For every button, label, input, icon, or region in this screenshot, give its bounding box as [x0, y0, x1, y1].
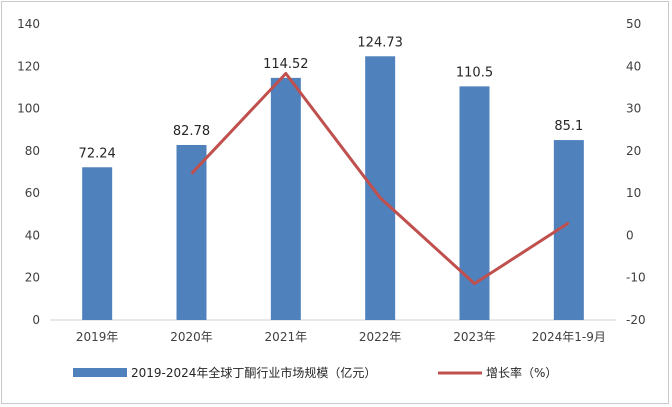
x-tick-label: 2024年1-9月 [532, 330, 606, 344]
y-right-tick-label: 50 [626, 17, 641, 31]
y-right-tick-label: 10 [626, 186, 641, 200]
bar-data-label: 72.24 [79, 146, 116, 161]
y-left-tick-label: 0 [32, 313, 40, 327]
x-tick-label: 2021年 [265, 330, 308, 344]
bar-data-label: 85.1 [554, 119, 583, 134]
bar [176, 144, 207, 320]
bar-data-label: 82.78 [173, 124, 210, 139]
x-tick-label: 2019年 [76, 330, 119, 344]
data-labels: 72.24 82.78 114.52 124.73 110.5 85.1 [79, 35, 584, 161]
y-right-tick-label: -20 [626, 313, 646, 327]
bar [270, 77, 301, 320]
y-right-tick-label: 40 [626, 59, 641, 73]
x-tick-label: 2022年 [359, 330, 402, 344]
bars [82, 56, 584, 320]
y-left-tick-label: 140 [17, 17, 40, 31]
bar-data-label: 110.5 [456, 65, 493, 80]
y-right-tick-label: 0 [626, 228, 634, 242]
growth-line-path [190, 71, 570, 286]
y-left-tick-label: 40 [25, 228, 40, 242]
bar [459, 86, 490, 320]
bar [82, 167, 113, 320]
growth-line [190, 71, 570, 286]
y-right-tick-label: 20 [626, 144, 641, 158]
bar [365, 56, 396, 320]
y-left-tick-label: 120 [17, 59, 40, 73]
y-left-tick-label: 100 [17, 102, 40, 116]
y-left-tick-label: 20 [25, 271, 40, 285]
bar-data-label: 124.73 [357, 35, 403, 50]
bar-data-label: 114.52 [263, 57, 309, 72]
legend-bar-swatch [73, 368, 127, 377]
axes: 0 20 40 60 80 100 120 140 -20 -10 0 10 20 30 40 50 2019年… [17, 17, 646, 344]
y-right-tick-label: 30 [626, 102, 641, 116]
y-left-tick-label: 60 [25, 186, 40, 200]
legend: 2019-2024年全球丁酮行业市场规模（亿元） 增长率（%） [73, 365, 557, 380]
y-left-tick-label: 80 [25, 144, 40, 158]
y-right-tick-label: -10 [626, 271, 646, 285]
legend-bar-label: 2019-2024年全球丁酮行业市场规模（亿元） [131, 365, 376, 380]
x-tick-label: 2023年 [453, 330, 496, 344]
legend-line-label: 增长率（%） [486, 365, 557, 380]
x-tick-label: 2020年 [170, 330, 213, 344]
